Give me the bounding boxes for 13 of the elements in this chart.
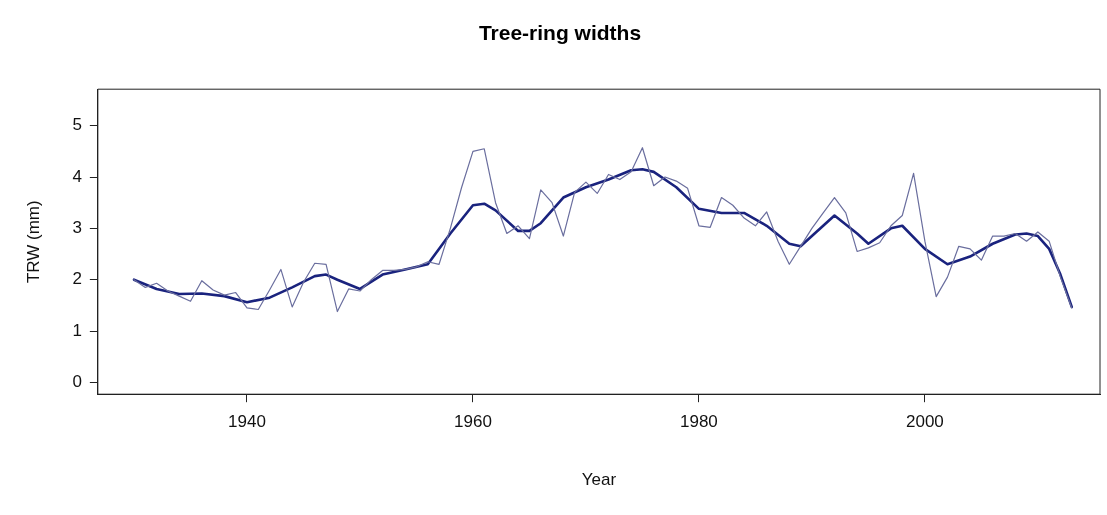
x-tick-label: 1960 xyxy=(454,412,492,432)
y-tick-label: 1 xyxy=(72,320,82,340)
y-tick-label: 2 xyxy=(72,269,82,289)
x-tick-label: 1940 xyxy=(228,412,266,432)
x-tick-label: 1980 xyxy=(680,412,718,432)
chart-title: Tree-ring widths xyxy=(478,21,642,45)
y-tick-label: 3 xyxy=(72,218,82,238)
y-tick-label: 5 xyxy=(72,115,82,135)
x-tick-label: 2000 xyxy=(905,412,944,432)
x-axis-title: Year xyxy=(581,470,617,490)
y-tick-label: 0 xyxy=(72,372,82,392)
y-axis-title: TRW (mm) xyxy=(23,200,43,284)
y-tick-label: 4 xyxy=(72,166,82,186)
